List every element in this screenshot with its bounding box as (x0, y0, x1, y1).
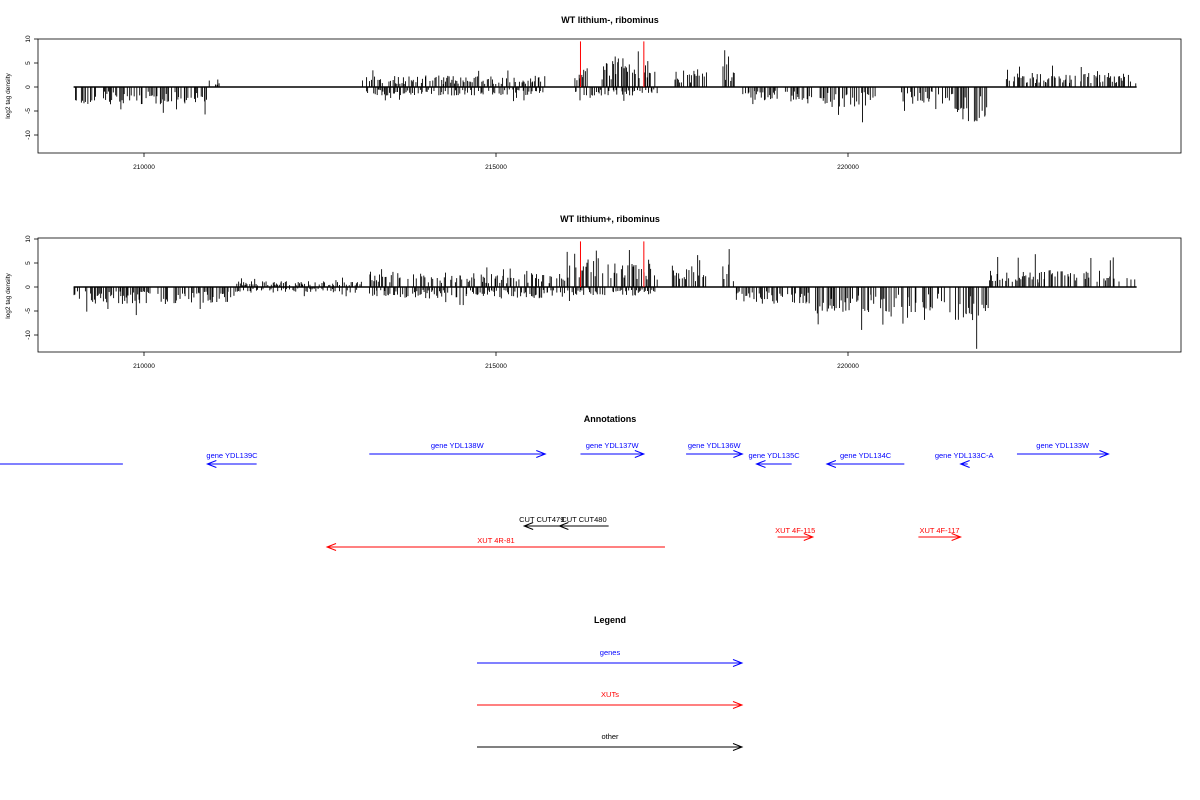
legend-label: XUTs (601, 690, 619, 699)
y-tick-label: -10 (25, 130, 32, 140)
x-tick-label: 220000 (837, 363, 859, 370)
feature-label: gene YDL133W (1036, 441, 1090, 450)
feature-arrow-head (959, 460, 970, 468)
y-axis: 10 5 0 -5 -10 (25, 35, 38, 140)
y-tick-label: 10 (25, 35, 32, 43)
legend-items: genes XUTs other (477, 648, 744, 751)
y-tick-label: 0 (25, 85, 32, 89)
plot-frame (37, 237, 1182, 353)
legend-label: genes (600, 648, 621, 657)
feature-label: gene YDL136W (688, 441, 742, 450)
legend-title: Legend (594, 615, 626, 625)
bar-layer (73, 241, 1137, 349)
feature-label: CUT CUT479 (519, 515, 564, 524)
feature-label: XUT 4F-115 (775, 526, 815, 535)
feature-arrow-head (205, 460, 217, 468)
bar-layer (73, 41, 1137, 123)
y-axis-label: log2 tag density (5, 72, 12, 118)
legend-arrow-head (732, 701, 744, 709)
legend-arrow-head (732, 659, 744, 667)
feature-arrow-head (951, 533, 963, 541)
x-axis: 210000 215000 220000 (133, 352, 859, 370)
feature-arrow-head (733, 450, 744, 458)
feature-arrow-head (803, 533, 815, 541)
track-title: WT lithium+, ribominus (560, 214, 660, 224)
feature-label: gene YDL133C-A (935, 451, 994, 460)
y-tick-label: -5 (25, 108, 32, 114)
x-tick-label: 215000 (485, 164, 507, 171)
y-tick-label: 10 (25, 235, 32, 243)
y-tick-label: -10 (25, 330, 32, 340)
x-tick-label: 210000 (133, 363, 155, 370)
feature-arrow-head (825, 460, 837, 468)
feature-label: gene YDL134C (840, 451, 892, 460)
y-tick-label: 5 (25, 61, 32, 65)
y-tick-label: -5 (25, 308, 32, 314)
feature-label: gene YDL135C (749, 451, 801, 460)
y-axis: 10 5 0 -5 -10 (25, 235, 38, 340)
feature-label: XUT 4R-81 (477, 536, 514, 545)
track-title: WT lithium-, ribominus (561, 15, 659, 25)
legend-arrow-head (732, 743, 744, 751)
track-panel-lithium-minus: WT lithium-, ribominus log2 tag density … (5, 15, 1182, 171)
feature-arrow-head (557, 522, 569, 530)
track-panel-lithium-plus: WT lithium+, ribominus log2 tag density … (5, 214, 1182, 370)
annotations-title: Annotations (584, 414, 637, 424)
feature-label: XUT 4F-117 (919, 526, 959, 535)
feature-arrow-head (536, 450, 547, 458)
feature-arrow-head (325, 543, 337, 551)
feature-arrow-head (755, 460, 766, 468)
plot-frame (37, 38, 1182, 154)
x-tick-label: 210000 (133, 164, 155, 171)
feature-arrow-head (522, 522, 534, 530)
y-tick-label: 5 (25, 261, 32, 265)
legend-label: other (601, 732, 619, 741)
x-axis: 210000 215000 220000 (133, 153, 859, 171)
feature-label: gene YDL137W (586, 441, 640, 450)
feature-label: gene YDL139C (206, 451, 258, 460)
y-axis-label: log2 tag density (5, 272, 12, 318)
feature-label: gene YDL138W (431, 441, 485, 450)
feature-arrow-head (1099, 450, 1110, 458)
x-tick-label: 215000 (485, 363, 507, 370)
feature-layer: gene YDL139C gene YDL138W gene YDL137W gene… (0, 441, 1110, 551)
feature-label: CUT CUT480 (561, 515, 606, 524)
y-tick-label: 0 (25, 285, 32, 289)
x-tick-label: 220000 (837, 164, 859, 171)
legend-section: Legend genes XUTs other (477, 615, 744, 751)
feature-arrow-head (634, 450, 646, 458)
